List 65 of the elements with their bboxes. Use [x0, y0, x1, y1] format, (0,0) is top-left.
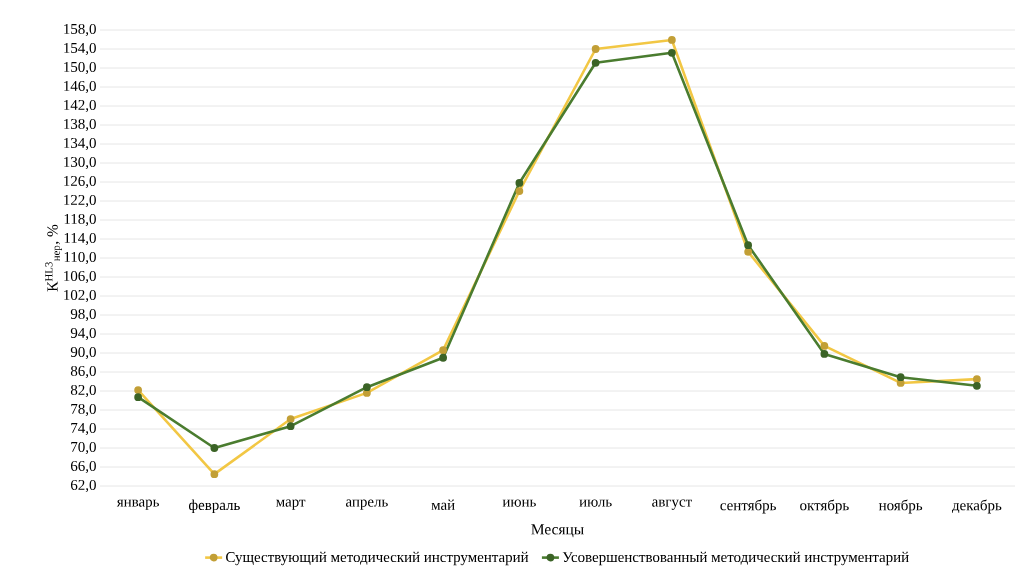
- y-tick-label: 158,0: [64, 23, 96, 37]
- y-tick-label: 126,0: [64, 175, 96, 189]
- y-tick-label: 70,0: [71, 441, 96, 455]
- y-tick-label: 110,0: [64, 251, 96, 265]
- y-tick-label: 130,0: [64, 156, 96, 170]
- y-tick-label: 114,0: [64, 232, 96, 246]
- point: [973, 381, 981, 390]
- y-tick-label: 74,0: [71, 422, 96, 436]
- y-tick-label: 150,0: [64, 61, 96, 75]
- x-tick-label: ноябрь: [878, 499, 923, 514]
- point: [134, 393, 143, 402]
- point: [667, 48, 676, 57]
- x-tick-label: октябрь: [800, 499, 849, 514]
- x-tick-label: май: [431, 499, 455, 510]
- x-tick-label: сентябрь: [720, 499, 776, 514]
- x-tick-label: август: [652, 499, 692, 510]
- y-tick-label: 146,0: [64, 80, 96, 94]
- x-tick-label: апрель: [346, 499, 388, 510]
- point: [896, 379, 905, 387]
- y-tick-label: 118,0: [64, 213, 96, 227]
- x-tick-label: январь: [116, 499, 159, 510]
- point: [591, 45, 600, 53]
- y-tick-label: 106,0: [64, 270, 96, 284]
- y-tick-label: 134,0: [64, 137, 96, 151]
- point: [667, 36, 676, 44]
- y-tick-label: 82,0: [70, 384, 96, 398]
- point: [515, 187, 524, 195]
- y-tick-label: 102,0: [64, 289, 96, 303]
- legend-label: Усовершенствованный методический инструментарий: [562, 551, 909, 566]
- x-tick-label: декабрь: [951, 499, 1002, 514]
- legend-label: Существующий методический инструментарий: [226, 551, 529, 566]
- x-tick-label: июнь: [502, 499, 536, 507]
- y-axis-title: К$^{HL3}$$_{нер}$, %: [45, 224, 63, 292]
- point: [439, 353, 448, 362]
- point: [286, 415, 295, 423]
- point: [210, 470, 219, 479]
- point: [515, 179, 524, 187]
- point: [134, 386, 143, 394]
- point: [744, 247, 753, 256]
- y-tick-label: 86,0: [70, 365, 96, 379]
- y-tick-label: 154,0: [64, 42, 96, 56]
- point: [820, 350, 829, 358]
- y-tick-label: 66,0: [70, 460, 96, 474]
- y-tick-label: 94,0: [70, 327, 96, 341]
- point: [744, 241, 753, 250]
- x-tick-label: февраль: [188, 499, 240, 514]
- point: [286, 422, 295, 431]
- y-tick-label: 98,0: [70, 308, 96, 322]
- y-tick-label: 90,0: [70, 346, 96, 360]
- y-tick-label: 142,0: [64, 99, 96, 113]
- point: [362, 389, 371, 397]
- point: [896, 373, 905, 382]
- y-tick-label: 62,0: [70, 479, 96, 493]
- point: [591, 58, 600, 67]
- x-axis-title: Месяцы: [531, 524, 584, 538]
- y-tick-label: 78,0: [71, 403, 96, 417]
- y-tick-label: 138,0: [64, 118, 96, 132]
- y-tick-label: 122,0: [64, 194, 96, 208]
- point: [210, 444, 219, 452]
- x-tick-label: июль: [579, 499, 612, 507]
- point: [973, 375, 981, 384]
- point: [820, 341, 829, 350]
- point: [439, 346, 448, 355]
- x-tick-label: март: [276, 499, 306, 510]
- point: [362, 383, 371, 392]
